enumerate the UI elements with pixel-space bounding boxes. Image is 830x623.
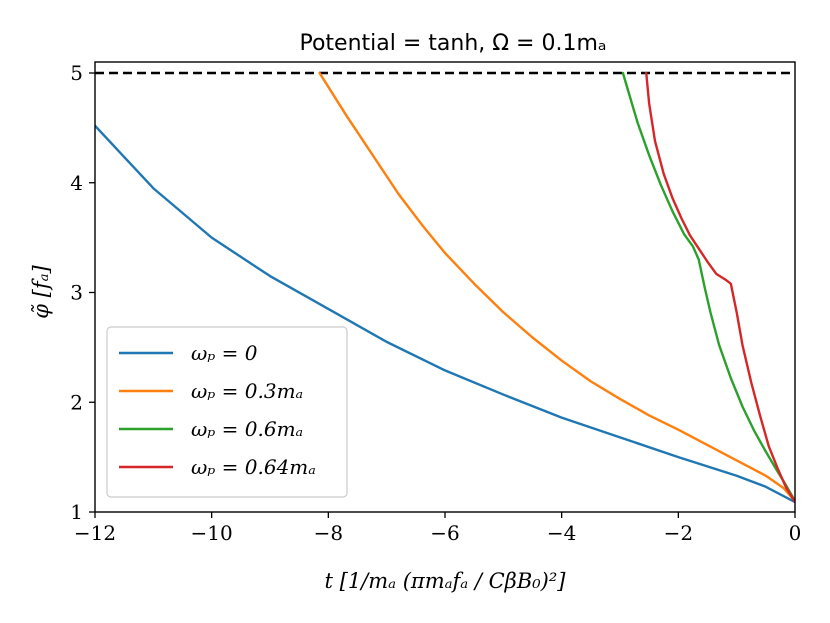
- y-tick-label: 1: [70, 500, 83, 524]
- y-tick-label: 2: [70, 390, 83, 414]
- plot-area: [95, 71, 795, 504]
- series-line-0: [95, 124, 795, 504]
- x-tick-label: −12: [74, 521, 116, 545]
- x-tick-label: −8: [314, 521, 343, 545]
- x-axis-label: t [1/mₐ (πmₐfₐ / CβB₀)²]: [325, 569, 567, 593]
- legend-label-0: ωₚ = 0: [191, 341, 258, 365]
- legend-box: [106, 326, 348, 498]
- legend-label-2: ωₚ = 0.6mₐ: [191, 417, 303, 441]
- series-group: [95, 71, 795, 504]
- y-axis-label: φ̃ [fₐ]: [29, 264, 53, 318]
- series-line-3: [645, 71, 795, 504]
- series-line-1: [318, 71, 795, 503]
- y-tick-label: 4: [70, 171, 83, 195]
- legend-label-3: ωₚ = 0.64mₐ: [191, 455, 316, 479]
- x-tick-label: −2: [664, 521, 693, 545]
- x-tick-label: 0: [789, 521, 802, 545]
- x-tick-label: −10: [191, 521, 233, 545]
- y-tick-label: 3: [70, 281, 83, 305]
- series-line-2: [621, 71, 795, 503]
- axes: −12 −10 −8 −6 −4 −2 0 1 2 3 4 5: [70, 61, 801, 545]
- x-tick-label: −4: [547, 521, 576, 545]
- chart-title: Potential = tanh, Ω = 0.1mₐ: [299, 31, 606, 56]
- x-tick-label: −6: [430, 521, 459, 545]
- legend-label-1: ωₚ = 0.3mₐ: [191, 379, 303, 403]
- y-tick-label: 5: [70, 61, 83, 85]
- legend: ωₚ = 0 ωₚ = 0.3mₐ ωₚ = 0.6mₐ ωₚ = 0.64mₐ: [106, 326, 348, 498]
